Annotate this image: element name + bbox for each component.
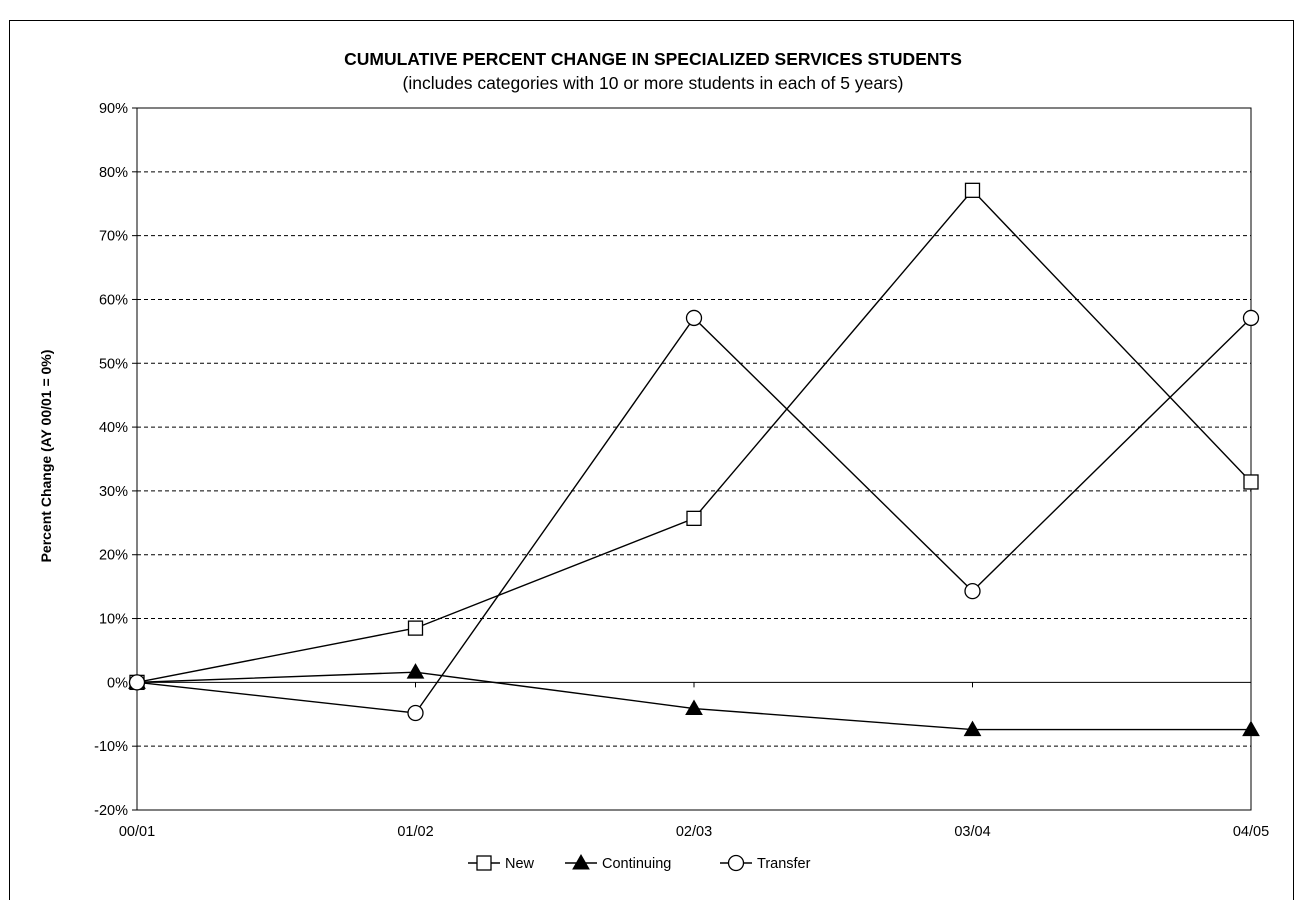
y-tick-label: -10%: [94, 739, 128, 755]
x-tick-label: 04/05: [1233, 824, 1269, 840]
legend-marker-new: [476, 855, 492, 871]
y-tick-label: 70%: [99, 229, 128, 245]
data-point-transfer: [1242, 309, 1260, 327]
legend: New Continuing Transfer: [468, 853, 811, 872]
x-tick-label: 00/01: [119, 824, 155, 840]
data-point-new: [686, 510, 702, 527]
legend-label-transfer: Transfer: [757, 856, 811, 872]
y-tick-label: 80%: [99, 165, 128, 181]
chart-title: CUMULATIVE PERCENT CHANGE IN SPECIALIZED…: [344, 49, 962, 69]
legend-label-continuing: Continuing: [602, 856, 671, 872]
y-tick-label: 90%: [99, 101, 128, 117]
y-tick-label: 20%: [99, 548, 128, 564]
legend-label-new: New: [505, 856, 535, 872]
plot-border: [136, 107, 1252, 811]
y-tick-label: 30%: [99, 484, 128, 500]
data-point-continuing: [1242, 720, 1260, 737]
y-tick-label: 50%: [99, 356, 128, 372]
data-point-continuing: [685, 699, 703, 716]
x-tick-label: 02/03: [676, 824, 712, 840]
x-tick-label: 01/02: [397, 824, 433, 840]
chart-frame: CUMULATIVE PERCENT CHANGE IN SPECIALIZED…: [9, 20, 1294, 900]
y-tick-label: 40%: [99, 420, 128, 436]
y-tick-label: -20%: [94, 803, 128, 819]
y-axis-title: Percent Change (AY 00/01 = 0%): [38, 350, 54, 563]
data-point-continuing: [406, 663, 425, 679]
data-point-transfer: [964, 582, 981, 600]
line-chart: CUMULATIVE PERCENT CHANGE IN SPECIALIZED…: [38, 49, 1269, 872]
x-tick-label: 03/04: [954, 824, 990, 840]
chart-subtitle: (includes categories with 10 or more stu…: [403, 73, 904, 93]
series-line-new: [136, 189, 1252, 684]
data-point-new: [1243, 474, 1259, 490]
data-point-continuing: [963, 720, 982, 737]
legend-marker-continuing: [572, 853, 590, 870]
plot-area: -20% -10% 0% 10% 20% 30% 40% 50% 60% 70% 80% 90% 00/…: [94, 101, 1269, 840]
data-point-new: [964, 182, 981, 198]
data-point-transfer: [128, 674, 146, 691]
data-point-transfer: [407, 704, 424, 722]
y-tick-label: 10%: [99, 612, 128, 628]
y-tick-label: 0%: [107, 675, 128, 691]
data-point-transfer: [685, 309, 703, 327]
legend-marker-transfer: [727, 854, 745, 872]
y-tick-label: 60%: [99, 292, 128, 308]
data-point-new: [407, 620, 424, 636]
